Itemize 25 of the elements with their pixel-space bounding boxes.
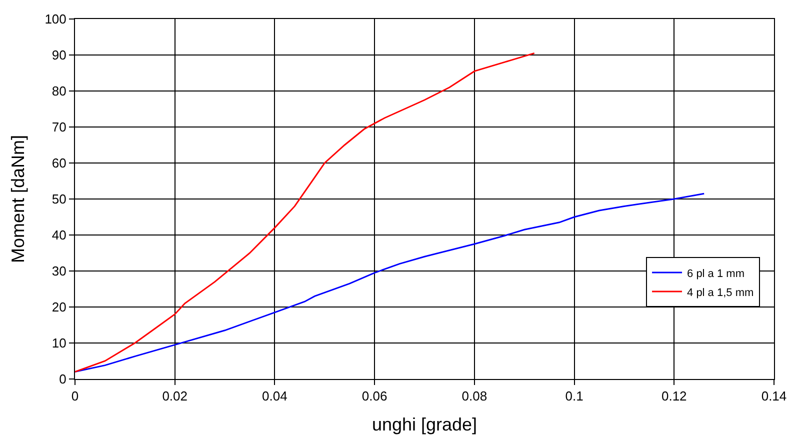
y-tick-label: 90: [52, 48, 66, 63]
line-series: [75, 52, 536, 373]
x-tick-label: 0.12: [661, 388, 687, 404]
legend-label: 4 pl a 1,5 mm: [687, 286, 754, 299]
y-tick-label: 30: [52, 264, 66, 279]
y-tick-label: 40: [52, 228, 66, 243]
y-tick-label: 20: [52, 300, 66, 315]
y-tick-label: 60: [52, 156, 66, 171]
y-tick-label: 100: [44, 12, 66, 27]
y-tick-label: 50: [52, 192, 66, 207]
x-tick-label: 0.08: [462, 388, 488, 404]
y-tick-label: 80: [52, 84, 66, 99]
legend-label: 6 pl a 1 mm: [687, 268, 744, 280]
x-tick-label: 0.04: [262, 388, 288, 404]
x-tick-label: 0.02: [162, 388, 188, 404]
x-axis-title: unghi [grade]: [372, 414, 478, 435]
y-tick-label: 10: [52, 336, 66, 351]
x-tick-label: 0.14: [761, 388, 787, 404]
x-tick-label: 0: [71, 388, 79, 404]
y-tick-label: 70: [52, 120, 66, 135]
y-tick-label: 0: [59, 372, 66, 387]
line-series: [75, 192, 705, 373]
x-tick-label: 0.1: [565, 388, 584, 404]
x-tick-label: 0.06: [362, 388, 388, 404]
y-axis-title: Moment [daNm]: [8, 134, 28, 264]
